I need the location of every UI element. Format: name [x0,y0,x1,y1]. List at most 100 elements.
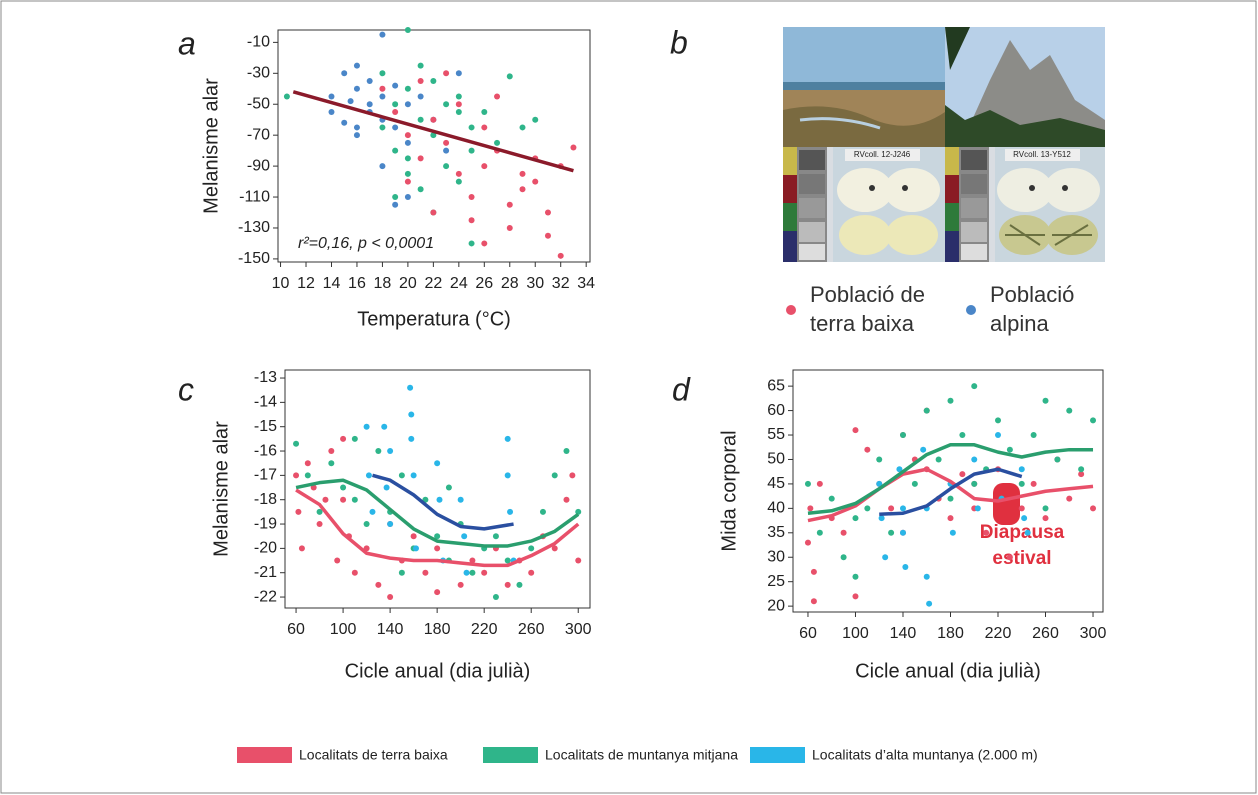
water [799,117,881,130]
y-axis-label: Melanisme alar [200,78,222,214]
point [810,598,817,605]
point [392,201,399,208]
point [1018,505,1025,512]
sea [783,82,945,90]
point [575,557,582,564]
point [387,521,394,528]
point [468,217,475,224]
point [816,529,823,536]
point [408,411,415,418]
x-tick-label: 100 [330,621,357,638]
x-tick-label: 20 [399,275,417,292]
x-tick-label: 300 [565,621,592,638]
point [468,194,475,201]
point [455,101,462,108]
point [920,446,927,453]
point [341,119,348,126]
point [570,144,577,151]
point [298,545,305,552]
trend-line [807,467,1094,523]
color-checker [783,147,989,262]
y-tick-label: 40 [767,500,785,517]
point [392,124,399,131]
x-tick-label: 18 [374,275,392,292]
point [516,581,523,588]
y-tick-label: 30 [767,548,785,565]
point [481,124,488,131]
legend-swatch [237,747,292,763]
marsh-dark [783,106,945,147]
point [532,178,539,185]
y-tick-label: -19 [254,515,277,532]
x-tick-label: 24 [450,275,468,292]
point [293,472,300,479]
point [852,593,859,600]
point [455,93,462,100]
x-tick-label: 22 [424,275,442,292]
forest [945,105,1105,147]
x-tick-label: 220 [471,621,498,638]
point [434,545,441,552]
point [417,78,424,85]
x-tick-label: 220 [985,625,1012,642]
point [519,170,526,177]
point [1042,515,1049,522]
y-tick-label: -20 [254,540,277,557]
point [407,384,414,391]
point [410,533,417,540]
x-tick-label: 180 [937,625,964,642]
point [983,529,990,536]
point [504,557,511,564]
y-tick-label: 60 [767,402,785,419]
point [504,472,511,479]
point [563,448,570,455]
point [1090,417,1097,424]
point [481,569,488,576]
y-tick-label: -22 [254,588,277,605]
point [436,496,443,503]
point [434,460,441,467]
point [316,521,323,528]
plot-frame [792,369,1104,613]
point [532,116,539,123]
point [557,252,564,259]
point [947,495,954,502]
point [334,557,341,564]
point [864,446,871,453]
legend-label: Població [990,282,1074,307]
point [430,78,437,85]
point [959,471,966,478]
point [840,529,847,536]
x-tick-label: 34 [577,275,595,292]
point [902,564,909,571]
point [417,155,424,162]
point [852,427,859,434]
point [455,178,462,185]
x-tick-label: 28 [501,275,519,292]
x-tick-label: 300 [1080,625,1107,642]
point [379,163,386,170]
point [417,93,424,100]
point [504,581,511,588]
y-tick-label: -13 [254,369,277,386]
y-tick-label: 50 [767,451,785,468]
point [295,508,302,515]
point [417,186,424,193]
point [911,480,918,487]
y-tick-label: -15 [254,418,277,435]
point [804,539,811,546]
point [492,533,499,540]
point [351,435,358,442]
photo-panel: RVcoll. 12-J246 RVcoll. 13-Y512 [783,27,1105,262]
point [926,600,933,607]
x-tick-label: 12 [297,275,315,292]
point [923,407,930,414]
point [379,124,386,131]
point [369,508,376,515]
annotation: estival [992,548,1051,569]
point [494,139,501,146]
panel-letter: a [178,25,196,61]
point [443,139,450,146]
point [974,505,981,512]
x-tick-label: 140 [890,625,917,642]
